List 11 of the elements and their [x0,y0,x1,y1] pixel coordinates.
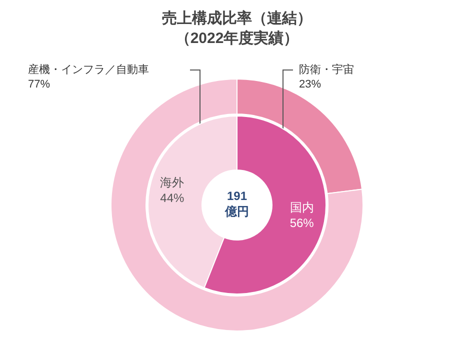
chart-title: 売上構成比率（連結） [162,9,312,27]
data-label: 23% [299,78,322,90]
slice-label: 防衛・宇宙 [299,63,354,76]
slice-label: 産機・インフラ／自動車 [28,63,149,76]
data-label: 56% [290,216,314,230]
data-label: 44% [160,191,184,206]
data-label: 77% [28,78,50,90]
slice-label: 海外 [160,176,184,190]
text: 191 億円 [224,189,249,219]
slice-label: 国内 [290,200,314,214]
chart-subtitle: （2022年度実績） [175,29,299,47]
